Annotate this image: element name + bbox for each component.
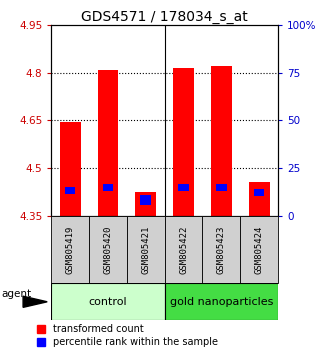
Bar (254, 189, 264, 196)
Bar (89, 216, 127, 283)
Bar (98, 70, 118, 216)
Bar (211, 65, 232, 216)
Text: GSM805420: GSM805420 (104, 225, 113, 274)
Bar (51, 216, 89, 283)
Text: GSM805422: GSM805422 (179, 225, 188, 274)
Bar (240, 216, 278, 283)
Text: gold nanoparticles: gold nanoparticles (170, 297, 273, 307)
Text: agent: agent (1, 289, 31, 299)
Bar (60, 122, 80, 216)
Bar (103, 184, 113, 191)
Bar (165, 283, 278, 320)
Bar (135, 192, 156, 216)
Bar (173, 68, 194, 216)
Bar (249, 182, 269, 216)
Legend: transformed count, percentile rank within the sample: transformed count, percentile rank withi… (33, 320, 221, 351)
Text: GSM805421: GSM805421 (141, 225, 150, 274)
Bar (140, 195, 151, 205)
Text: GSM805424: GSM805424 (255, 225, 264, 274)
Text: control: control (89, 297, 127, 307)
Polygon shape (23, 296, 47, 307)
Text: GSM805419: GSM805419 (66, 225, 75, 274)
Text: GSM805423: GSM805423 (217, 225, 226, 274)
Bar (178, 184, 189, 191)
Bar (51, 283, 165, 320)
Bar (203, 216, 240, 283)
Bar (216, 184, 227, 191)
Title: GDS4571 / 178034_s_at: GDS4571 / 178034_s_at (81, 10, 248, 24)
Bar (127, 216, 165, 283)
Bar (165, 216, 203, 283)
Bar (65, 187, 75, 194)
